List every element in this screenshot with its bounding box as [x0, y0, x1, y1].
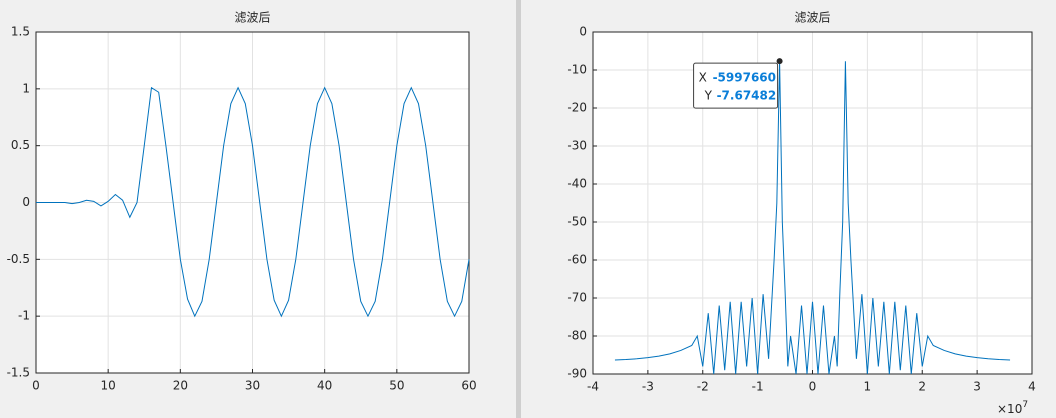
y-tick-label: -60	[567, 253, 587, 267]
y-tick-label: 1	[22, 81, 30, 95]
x-tick-label: -2	[697, 380, 709, 394]
chart-title: 滤波后	[794, 11, 830, 25]
x-tick-label: -1	[752, 380, 764, 394]
axes-box	[592, 31, 1033, 375]
datatip-box	[693, 62, 779, 109]
x-multiplier-base: ×10	[997, 402, 1022, 416]
y-tick-label: -0.5	[7, 252, 30, 266]
x-tick-label: 10	[101, 379, 116, 393]
y-tick-label: -40	[567, 177, 587, 191]
y-tick-label: -1	[18, 309, 30, 323]
y-tick-label: -50	[567, 215, 587, 229]
datatip-y-label: Y	[704, 89, 713, 103]
chart-title: 滤波后	[234, 11, 270, 25]
divider	[516, 0, 521, 418]
y-tick-label: 0	[22, 195, 30, 209]
y-tick-label: 0.5	[11, 138, 30, 152]
x-tick-label: 0	[809, 380, 817, 394]
y-tick-label: -1.5	[7, 366, 30, 380]
x-tick-label: -4	[587, 380, 599, 394]
y-tick-label: -90	[567, 367, 587, 381]
datatip-x-label: X	[699, 71, 707, 85]
x-tick-label: 4	[1028, 380, 1036, 394]
y-tick-label: -30	[567, 139, 587, 153]
x-tick-label: 60	[461, 379, 476, 393]
x-tick-label: 3	[973, 380, 981, 394]
x-tick-label: 50	[389, 379, 404, 393]
x-tick-label: 40	[317, 379, 332, 393]
x-tick-label: 30	[245, 379, 260, 393]
datatip-x-value: -5997660	[713, 71, 776, 85]
datatip-marker	[776, 58, 783, 65]
x-multiplier: ×107	[997, 400, 1028, 416]
y-tick-label: -70	[567, 291, 587, 305]
y-tick-label: 0	[579, 25, 587, 39]
line-series	[614, 61, 1011, 375]
x-tick-label: 20	[173, 379, 188, 393]
x-tick-label: 1	[864, 380, 872, 394]
datatip-y-value: -7.67482	[717, 89, 777, 103]
y-tick-label: -20	[567, 101, 587, 115]
x-tick-label: 0	[32, 379, 40, 393]
x-tick-label: -3	[642, 380, 654, 394]
x-tick-label: 2	[918, 380, 926, 394]
y-tick-label: -10	[567, 63, 587, 77]
y-tick-label: 1.5	[11, 25, 30, 39]
x-multiplier-exponent: 7	[1022, 400, 1028, 410]
line-series	[36, 86, 470, 318]
y-tick-label: -80	[567, 329, 587, 343]
